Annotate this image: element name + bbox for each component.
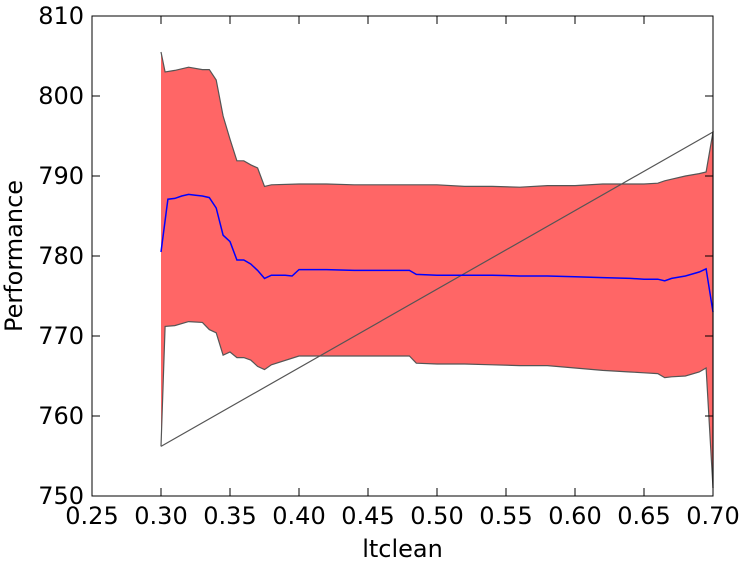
y-axis-ticks: 750 760 770 780 790 800 810 xyxy=(38,2,713,510)
y-tick-label: 800 xyxy=(38,82,84,110)
y-axis-label: Performance xyxy=(0,180,28,332)
x-tick-label: 0.70 xyxy=(686,502,739,530)
y-tick-label: 760 xyxy=(38,402,84,430)
confidence-band xyxy=(161,52,713,488)
y-tick-label: 810 xyxy=(38,2,84,30)
x-tick-label: 0.40 xyxy=(272,502,325,530)
y-tick-label: 780 xyxy=(38,242,84,270)
y-tick-label: 790 xyxy=(38,162,84,190)
band-upper-edge xyxy=(160,51,714,447)
x-tick-label: 0.30 xyxy=(134,502,187,530)
x-tick-label: 0.45 xyxy=(341,502,394,530)
x-tick-label: 0.50 xyxy=(410,502,463,530)
x-axis-label: ltclean xyxy=(362,535,443,563)
plot-area xyxy=(160,51,714,489)
x-tick-label: 0.60 xyxy=(548,502,601,530)
band-lower-edge xyxy=(160,320,714,489)
x-tick-label: 0.25 xyxy=(65,502,118,530)
x-tick-label: 0.55 xyxy=(479,502,532,530)
x-axis-ticks: 0.25 0.30 0.35 0.40 0.45 0.50 0.55 0.60 0.65 0.70 xyxy=(65,16,740,530)
mean-line xyxy=(160,193,714,313)
x-tick-label: 0.35 xyxy=(203,502,256,530)
x-tick-label: 0.65 xyxy=(617,502,670,530)
y-tick-label: 770 xyxy=(38,322,84,350)
y-tick-label: 750 xyxy=(38,482,84,510)
